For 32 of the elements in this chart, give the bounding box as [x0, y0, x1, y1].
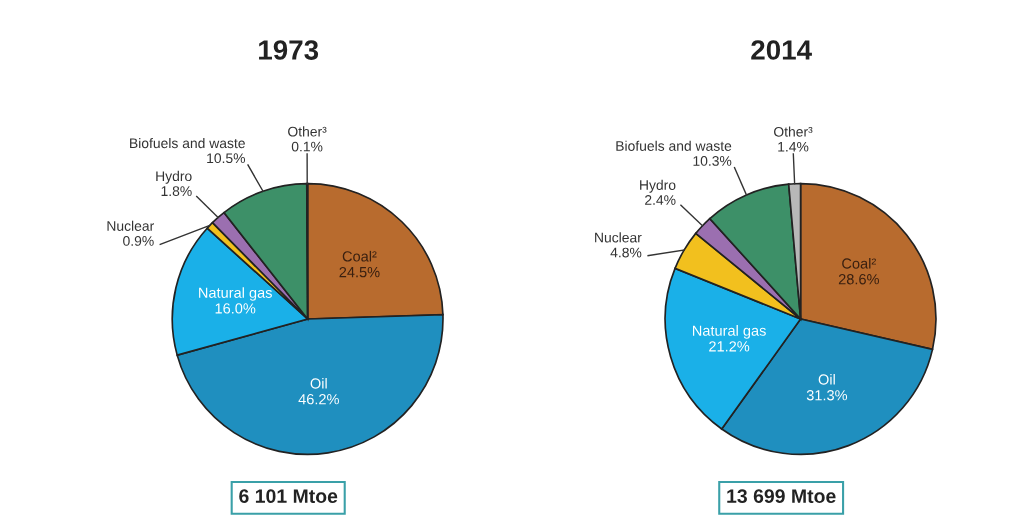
- slice-label: Coal²: [342, 250, 377, 262]
- data-label: 10.3%: [693, 156, 732, 166]
- text: 13 699 Mtoe: [727, 489, 836, 504]
- data-label: 31.3%: [806, 390, 848, 401]
- slice-label: Oil: [310, 377, 327, 389]
- slice-label: Oil: [818, 373, 835, 385]
- slice-label: Coal²: [842, 257, 876, 269]
- slice-label: Other³: [774, 126, 813, 137]
- chart-title: 1973: [259, 40, 319, 60]
- data-label: 2.4%: [645, 195, 676, 205]
- data-label: 10.5%: [207, 153, 246, 164]
- slice-label: Other³: [288, 126, 327, 137]
- chart-title: 2014: [751, 40, 812, 60]
- data-label: 24.5%: [339, 266, 380, 278]
- slice-label: Natural gas: [693, 325, 766, 339]
- data-label: 16.0%: [215, 303, 256, 314]
- data-label: 28.6%: [838, 274, 879, 285]
- slice-label: Natural gas: [199, 287, 272, 301]
- slice-label: Biofuels and waste: [616, 140, 732, 151]
- data-label: 4.8%: [610, 247, 642, 258]
- text: 6 101 Mtoe: [239, 489, 338, 504]
- slice-label: Nuclear: [107, 220, 154, 231]
- data-label: 1.4%: [778, 141, 809, 152]
- data-label: 46.2%: [298, 394, 339, 405]
- data-label: 21.2%: [709, 341, 750, 352]
- slice-label: Biofuels and waste: [130, 137, 245, 149]
- slice-label: Nuclear: [595, 232, 642, 243]
- data-label: 0.9%: [123, 236, 154, 246]
- data-label: 1.8%: [161, 186, 192, 197]
- data-label: 0.1%: [291, 141, 323, 152]
- slice-label: Hydro: [640, 179, 676, 193]
- slice-label: Hydro: [156, 170, 192, 184]
